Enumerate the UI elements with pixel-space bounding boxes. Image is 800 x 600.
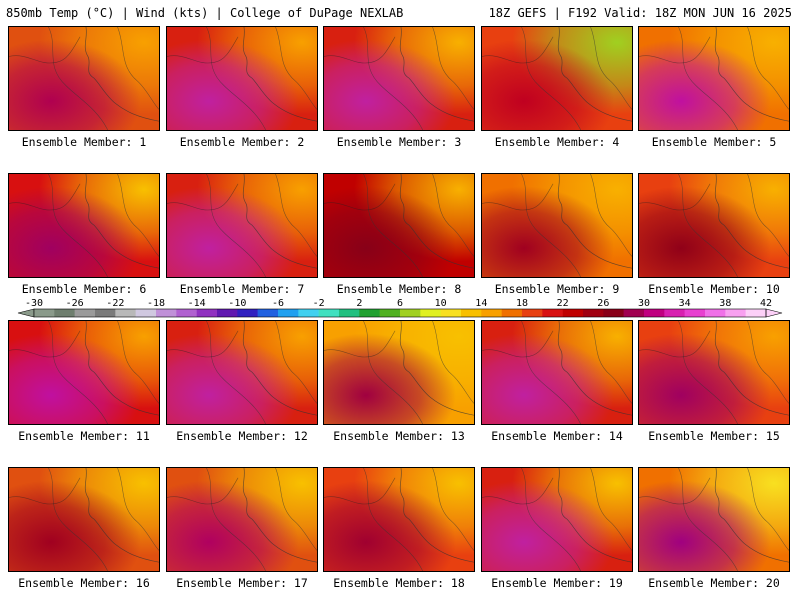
ensemble-member-map [323, 173, 475, 278]
ensemble-member-map [638, 26, 790, 131]
colorbar-tick-label: 42 [759, 298, 773, 309]
colorbar-swatch [705, 309, 726, 317]
colorbar-swatch [135, 309, 157, 317]
ensemble-member-label: Ensemble Member: 3 [336, 135, 462, 149]
ensemble-member-map [638, 320, 790, 425]
ensemble-member-label: Ensemble Member: 10 [648, 282, 780, 296]
colorbar-swatch [745, 309, 767, 317]
ensemble-member-label: Ensemble Member: 14 [491, 429, 623, 443]
colorbar-swatch [318, 309, 340, 317]
colorbar-swatch [583, 309, 604, 317]
model-run-info: 18Z GEFS | F192 Valid: 18Z MON JUN 16 20… [488, 6, 792, 20]
colorbar-tick-label: 10 [434, 298, 447, 309]
colorbar-tick-label: 18 [515, 298, 529, 309]
ensemble-member-map [481, 467, 633, 572]
colorbar-tick-label: -10 [228, 298, 247, 309]
ensemble-member-label: Ensemble Member: 5 [651, 135, 777, 149]
ensemble-member-map [8, 467, 160, 572]
colorbar-tick-label: 2 [356, 298, 363, 309]
ensemble-member-label: Ensemble Member: 18 [333, 576, 465, 590]
ensemble-member-label: Ensemble Member: 19 [491, 576, 623, 590]
ensemble-member-label: Ensemble Member: 7 [179, 282, 305, 296]
colorbar-tick-label: -2 [312, 298, 325, 309]
ensemble-member-map [481, 320, 633, 425]
colorbar-tick-label: 38 [719, 298, 732, 309]
colorbar-swatch [237, 309, 258, 317]
ensemble-member-map [166, 173, 318, 278]
ensemble-member-map [323, 467, 475, 572]
colorbar-tick-label: -22 [106, 298, 125, 309]
ensemble-member-map [166, 320, 318, 425]
colorbar-swatch [664, 309, 685, 317]
ensemble-member-label: Ensemble Member: 2 [179, 135, 305, 149]
colorbar-swatch [725, 309, 746, 317]
colorbar-swatch [115, 309, 136, 317]
colorbar-swatch [623, 309, 645, 317]
ensemble-member-map [481, 26, 633, 131]
colorbar-swatch [420, 309, 441, 317]
colorbar-swatch [644, 309, 665, 317]
ensemble-member-label: Ensemble Member: 17 [176, 576, 308, 590]
ensemble-member-map [8, 26, 160, 131]
ensemble-member-map [166, 467, 318, 572]
colorbar-swatch [501, 309, 523, 317]
colorbar-tick-label: 34 [678, 298, 691, 309]
ensemble-member-map [638, 467, 790, 572]
colorbar-tick-label: 26 [597, 298, 610, 309]
ensemble-member-map [481, 173, 633, 278]
colorbar-swatch [542, 309, 563, 317]
colorbar-swatch [379, 309, 401, 317]
colorbar-swatch [684, 309, 706, 317]
ensemble-member-map [8, 320, 160, 425]
ensemble-member-map [638, 173, 790, 278]
colorbar-swatch [217, 309, 238, 317]
ensemble-member-map [323, 26, 475, 131]
ensemble-member-label: Ensemble Member: 6 [21, 282, 147, 296]
ensemble-member-label: Ensemble Member: 16 [18, 576, 150, 590]
colorbar-swatch [400, 309, 421, 317]
colorbar-tick-label: -30 [24, 298, 44, 309]
colorbar-swatch [34, 309, 55, 317]
colorbar-tick-label: -26 [65, 298, 84, 309]
colorbar-tick-label: 14 [475, 298, 488, 309]
colorbar-swatch [54, 309, 75, 317]
ensemble-member-map [8, 173, 160, 278]
colorbar-swatch [603, 309, 624, 317]
ensemble-member-label: Ensemble Member: 11 [18, 429, 150, 443]
ensemble-member-label: Ensemble Member: 9 [494, 282, 620, 296]
colorbar-swatch [95, 309, 116, 317]
colorbar-tick-label: 22 [556, 298, 569, 309]
ensemble-member-label: Ensemble Member: 13 [333, 429, 465, 443]
colorbar-swatch [461, 309, 482, 317]
ensemble-member-map [166, 26, 318, 131]
colorbar-swatch [522, 309, 543, 317]
ensemble-member-label: Ensemble Member: 4 [494, 135, 620, 149]
colorbar-swatch [440, 309, 462, 317]
colorbar-tick-label: 6 [396, 298, 404, 309]
ensemble-member-label: Ensemble Member: 12 [176, 429, 308, 443]
colorbar-swatch [562, 309, 584, 317]
chart-title: 850mb Temp (°C) | Wind (kts) | College o… [6, 6, 404, 20]
colorbar-swatch [298, 309, 319, 317]
colorbar-tick-label: -18 [146, 298, 166, 309]
colorbar-tick-label: 30 [637, 298, 651, 309]
colorbar-arrow-left [17, 308, 35, 318]
ensemble-member-label: Ensemble Member: 8 [336, 282, 462, 296]
ensemble-member-label: Ensemble Member: 1 [21, 135, 147, 149]
colorbar-swatch [176, 309, 197, 317]
colorbar-swatch [481, 309, 502, 317]
colorbar-swatch [339, 309, 360, 317]
ensemble-member-label: Ensemble Member: 15 [648, 429, 780, 443]
ensemble-member-map [323, 320, 475, 425]
ensemble-member-label: Ensemble Member: 20 [648, 576, 780, 590]
colorbar-swatch [156, 309, 177, 317]
colorbar-swatch [74, 309, 96, 317]
colorbar-tick-label: -14 [187, 298, 206, 309]
colorbar-swatch [257, 309, 279, 317]
colorbar-swatch [359, 309, 380, 317]
colorbar-swatch [196, 309, 218, 317]
colorbar-swatch [278, 309, 299, 317]
colorbar-tick-label: -6 [271, 298, 285, 309]
colorbar-arrow-right [765, 308, 783, 318]
